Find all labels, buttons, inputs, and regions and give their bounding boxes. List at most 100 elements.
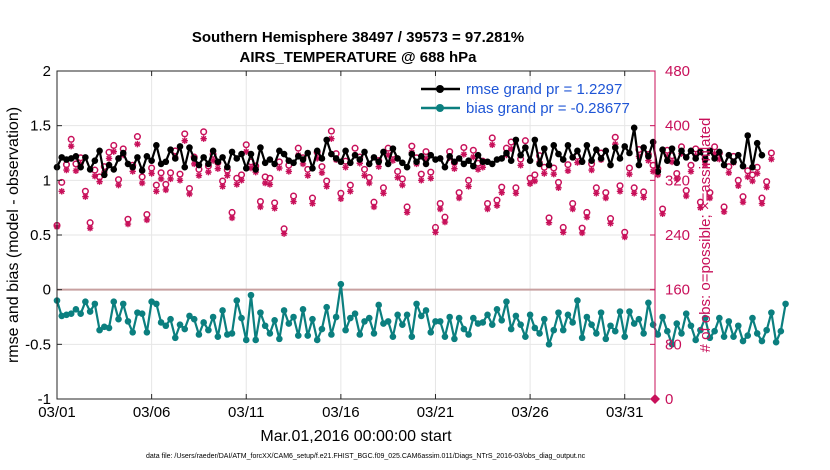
y-tick-label: 0 bbox=[43, 282, 51, 299]
rmse-point bbox=[422, 160, 430, 168]
bias-point bbox=[583, 313, 591, 321]
rmse-point bbox=[309, 165, 316, 172]
bias-point bbox=[266, 330, 274, 337]
bias-point bbox=[574, 297, 581, 304]
obs-assimilated-point bbox=[441, 218, 449, 226]
bias-point bbox=[645, 299, 652, 307]
obs-assimilated-point bbox=[276, 164, 283, 172]
bias-point bbox=[238, 314, 245, 322]
obs-possible-point bbox=[602, 189, 610, 197]
obs-assimilated-point bbox=[380, 190, 387, 197]
obs-assimilated-point bbox=[768, 155, 775, 163]
bias-point bbox=[276, 335, 283, 343]
rmse-point bbox=[323, 136, 330, 144]
obs-assimilated-point bbox=[593, 190, 600, 197]
obs-assimilated-point bbox=[720, 208, 728, 215]
rmse-point bbox=[271, 160, 278, 168]
x-tick-label: 03/31 bbox=[606, 404, 644, 421]
y-tick-label: 0.5 bbox=[30, 227, 51, 244]
obs-possible-point bbox=[469, 146, 477, 154]
rmse-point bbox=[753, 139, 761, 147]
obs-possible-point bbox=[640, 188, 648, 196]
bias-point bbox=[550, 326, 558, 334]
rmse-point bbox=[332, 155, 340, 162]
bias-point bbox=[493, 306, 501, 313]
rmse-point bbox=[664, 157, 671, 164]
bias-point bbox=[701, 314, 709, 322]
rmse-point bbox=[186, 144, 193, 151]
obs-assimilated-point bbox=[626, 170, 633, 178]
bias-point bbox=[460, 325, 468, 333]
obs-assimilated-point bbox=[91, 173, 99, 180]
bias-point bbox=[105, 324, 113, 332]
obs-assimilated-point bbox=[361, 172, 368, 179]
obs-possible-point bbox=[294, 144, 302, 152]
obs-assimilated-point bbox=[394, 174, 401, 181]
bias-point bbox=[536, 330, 543, 337]
obs-possible-point bbox=[67, 135, 75, 143]
bias-point bbox=[157, 319, 165, 326]
rmse-point bbox=[72, 152, 80, 160]
bias-point bbox=[578, 334, 586, 342]
bias-point bbox=[304, 332, 312, 339]
obs-assimilated-point bbox=[403, 209, 411, 216]
grid-layer bbox=[56, 70, 655, 400]
rmse-point bbox=[313, 147, 321, 155]
bias-point bbox=[441, 333, 449, 340]
x-tick-label: 03/06 bbox=[133, 404, 171, 421]
bias-point bbox=[446, 313, 453, 321]
obs-assimilated-point bbox=[375, 163, 382, 170]
rmse-point bbox=[195, 161, 203, 169]
rmse-point bbox=[555, 150, 562, 158]
rmse-point bbox=[413, 158, 420, 166]
rmse-point bbox=[365, 160, 373, 168]
obs-assimilated-point bbox=[176, 177, 184, 184]
obs-possible-point bbox=[711, 143, 719, 151]
obs-possible-point bbox=[687, 161, 695, 169]
x-tick-label: 03/01 bbox=[38, 404, 76, 421]
rmse-series bbox=[53, 124, 766, 179]
bias-point bbox=[328, 331, 335, 338]
obs-assimilated-point bbox=[649, 168, 657, 175]
obs-assimilated-point bbox=[186, 190, 193, 198]
rmse-point bbox=[479, 158, 487, 166]
obs-possible-point bbox=[346, 181, 354, 189]
rmse-point bbox=[507, 157, 515, 164]
obs-possible-point bbox=[166, 169, 175, 177]
bias-point bbox=[540, 315, 548, 323]
obs-assimilated-point bbox=[541, 170, 548, 177]
bias-point bbox=[597, 309, 605, 316]
rmse-point bbox=[611, 144, 619, 151]
obs-possible-point bbox=[219, 177, 227, 185]
obs-possible-point bbox=[266, 174, 274, 182]
bias-point bbox=[545, 341, 553, 348]
obs-assimilated-point bbox=[190, 160, 198, 168]
bias-point bbox=[375, 301, 383, 309]
bias-point bbox=[323, 303, 330, 311]
bias-point bbox=[337, 280, 345, 288]
obs-assimilated-point bbox=[645, 157, 652, 164]
obs-assimilated-point bbox=[616, 188, 624, 195]
legend-rmse-marker bbox=[436, 85, 444, 93]
obs-assimilated-point bbox=[314, 155, 321, 162]
bias-point bbox=[507, 325, 515, 333]
obs-possible-point bbox=[308, 194, 317, 202]
obs-assimilated-point bbox=[200, 135, 207, 142]
bias-point bbox=[280, 307, 288, 314]
rmse-point bbox=[337, 158, 345, 166]
obs-possible-point bbox=[734, 176, 742, 184]
obs-possible-point bbox=[327, 127, 335, 135]
obs-possible-point bbox=[138, 173, 146, 181]
rmse-point bbox=[498, 155, 506, 162]
obs-assimilated-point bbox=[706, 194, 714, 202]
obs-assimilated-point bbox=[309, 200, 316, 207]
rmse-point bbox=[351, 151, 359, 159]
rmse-point bbox=[86, 166, 94, 173]
obs-possible-point bbox=[455, 189, 463, 197]
rmse-point bbox=[200, 154, 207, 161]
x-axis-ticks: 03/01 03/06 03/11 03/16 03/21 03/26 03/31 bbox=[38, 71, 643, 421]
obs-possible-point bbox=[521, 137, 529, 145]
obs-assimilated-point bbox=[261, 179, 269, 187]
bias-point bbox=[171, 334, 179, 342]
obs-assimilated-point bbox=[328, 135, 335, 142]
